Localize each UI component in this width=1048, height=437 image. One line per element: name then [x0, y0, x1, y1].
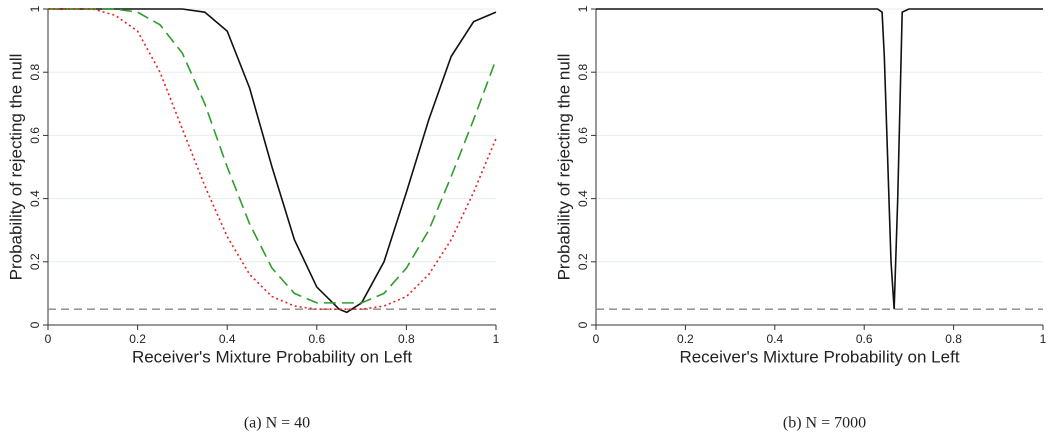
data-line — [48, 8, 497, 314]
x-axis-label: Receiver's Mixture Probability on Left — [679, 347, 959, 366]
x-tick-label: 0.2 — [129, 332, 146, 346]
y-tick-label: 0.4 — [576, 190, 590, 207]
caption: (b) N = 7000 — [783, 415, 866, 432]
y-tick-label: 0.4 — [28, 190, 42, 207]
data-line — [48, 8, 497, 304]
data-line — [596, 8, 1043, 310]
x-tick-label: 0 — [45, 332, 52, 346]
y-tick-label: 0.6 — [28, 127, 42, 144]
y-tick-label: 0.8 — [576, 64, 590, 81]
x-tick-label: 0.2 — [677, 332, 694, 346]
y-tick-label: 0.6 — [576, 127, 590, 144]
y-tick-label: 0 — [28, 321, 42, 328]
y-tick-label: 0.2 — [576, 253, 590, 270]
y-tick-label: 0.2 — [28, 253, 42, 270]
caption: (a) N = 40 — [244, 415, 310, 432]
x-axis-label: Receiver's Mixture Probability on Left — [132, 347, 412, 366]
x-tick-label: 0.8 — [398, 332, 415, 346]
x-tick-label: 1 — [493, 332, 500, 346]
x-tick-label: 0.6 — [308, 332, 325, 346]
y-tick-label: 1 — [576, 5, 590, 12]
x-tick-label: 0.4 — [766, 332, 783, 346]
x-tick-label: 0 — [593, 332, 600, 346]
x-tick-label: 0.8 — [945, 332, 962, 346]
y-tick-label: 1 — [28, 5, 42, 12]
y-axis-label: Probability of rejecting the null — [6, 54, 25, 281]
x-tick-label: 0.4 — [219, 332, 236, 346]
data-line — [48, 8, 497, 310]
y-tick-label: 0.8 — [28, 64, 42, 81]
x-tick-label: 1 — [1040, 332, 1047, 346]
y-tick-label: 0 — [576, 321, 590, 328]
x-tick-label: 0.6 — [856, 332, 873, 346]
y-axis-label: Probability of rejecting the null — [554, 54, 573, 281]
